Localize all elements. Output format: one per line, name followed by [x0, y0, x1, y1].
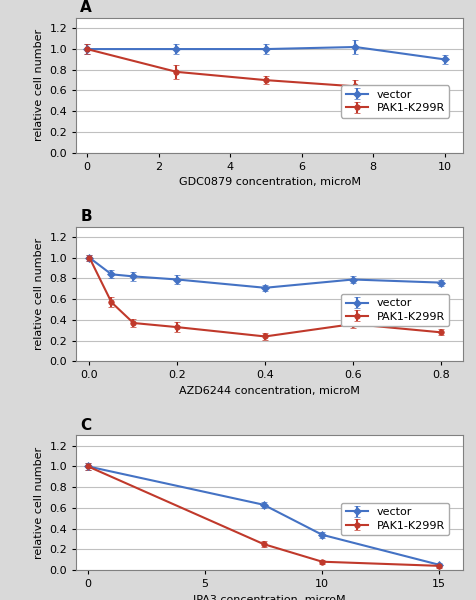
X-axis label: AZD6244 concentration, microM: AZD6244 concentration, microM [178, 386, 359, 396]
Legend: vector, PAK1-K299R: vector, PAK1-K299R [340, 503, 448, 535]
X-axis label: GDC0879 concentration, microM: GDC0879 concentration, microM [178, 177, 360, 187]
Y-axis label: relative cell number: relative cell number [34, 446, 44, 559]
Y-axis label: relative cell number: relative cell number [34, 29, 44, 142]
Legend: vector, PAK1-K299R: vector, PAK1-K299R [340, 85, 448, 118]
Legend: vector, PAK1-K299R: vector, PAK1-K299R [340, 294, 448, 326]
Text: A: A [80, 1, 92, 16]
Y-axis label: relative cell number: relative cell number [34, 238, 44, 350]
Text: C: C [80, 418, 91, 433]
Text: B: B [80, 209, 91, 224]
X-axis label: IPA3 concentration, microM: IPA3 concentration, microM [193, 595, 345, 600]
